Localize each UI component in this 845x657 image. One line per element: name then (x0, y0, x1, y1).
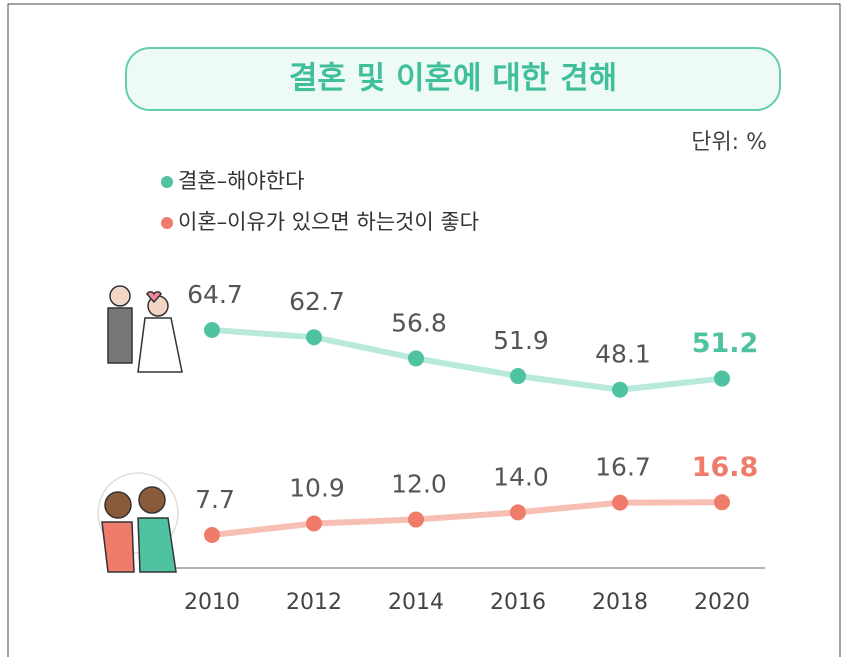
data-label: 62.7 (289, 287, 345, 316)
data-point (306, 329, 322, 346)
title-box (125, 47, 781, 111)
legend-marker (161, 217, 173, 229)
divorce-icon (97, 472, 179, 573)
data-label: 16.8 (692, 452, 759, 483)
series-line (211, 499, 723, 538)
legend-marker (161, 176, 173, 188)
data-label: 56.8 (391, 308, 447, 337)
x-tick-label: 2012 (286, 590, 342, 615)
data-label: 12.0 (391, 470, 447, 499)
data-point (714, 370, 730, 387)
data-point (510, 368, 526, 385)
legend-label: 이혼–이유가 있으면 하는것이 좋다 (178, 210, 479, 234)
data-label: 51.2 (692, 328, 759, 359)
data-point (612, 494, 628, 511)
data-point (612, 381, 628, 398)
legend-label: 결혼–해야한다 (178, 169, 304, 193)
wedding-icon (107, 285, 183, 373)
data-label: 51.9 (493, 326, 549, 355)
data-point (510, 504, 526, 521)
unit-label: 단위: % (691, 130, 767, 155)
data-point (204, 527, 220, 543)
x-tick-label: 2016 (490, 590, 546, 615)
frame (7, 3, 841, 657)
data-point (306, 515, 322, 532)
data-label: 64.7 (187, 280, 243, 309)
data-point (714, 494, 730, 511)
x-tick-label: 2014 (388, 590, 444, 615)
chart-title: 결혼 및 이혼에 대한 견해 (289, 61, 617, 97)
data-label: 14.0 (493, 462, 549, 491)
data-label: 7.7 (195, 485, 235, 514)
data-label: 48.1 (595, 340, 651, 369)
data-point (204, 322, 220, 338)
x-tick-label: 2010 (184, 590, 240, 615)
x-tick-label: 2020 (694, 590, 750, 615)
x-tick-label: 2018 (592, 590, 648, 615)
data-point (408, 511, 424, 528)
data-point (408, 350, 424, 367)
series-line (211, 327, 723, 393)
data-label: 16.7 (595, 453, 651, 482)
data-label: 10.9 (289, 473, 345, 502)
